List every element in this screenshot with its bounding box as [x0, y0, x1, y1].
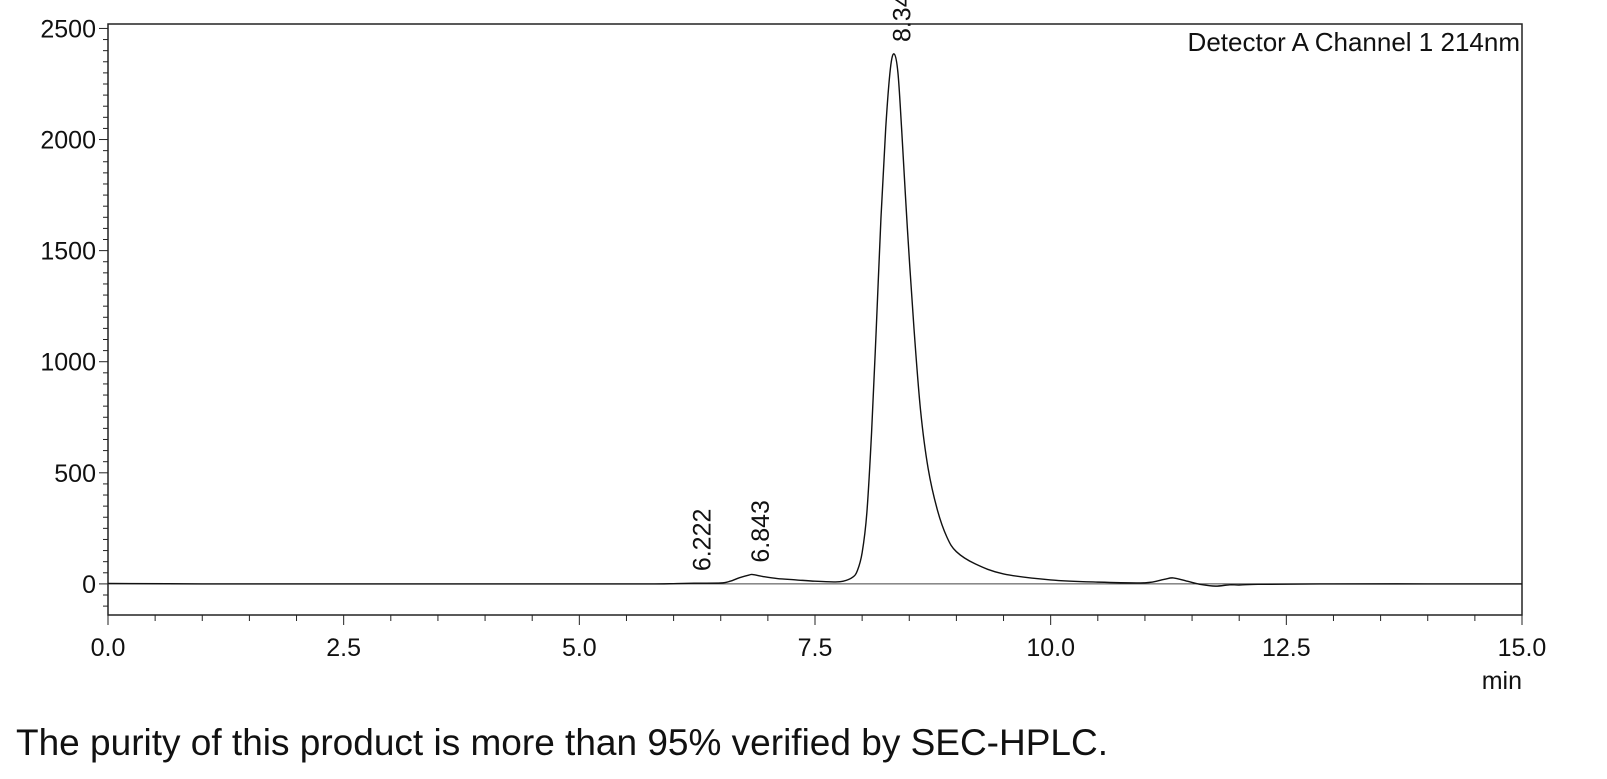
x-tick-label: 7.5: [798, 634, 833, 662]
purity-caption: The purity of this product is more than …: [16, 722, 1108, 763]
peak-label: 8.344: [889, 0, 917, 42]
x-tick-label: 12.5: [1262, 634, 1311, 662]
peak-label: 6.843: [747, 500, 775, 563]
x-tick-label: 2.5: [326, 634, 361, 662]
y-tick-label: 1000: [40, 349, 96, 377]
x-tick-label: 5.0: [562, 634, 597, 662]
legend-label: Detector A Channel 1 214nm: [1188, 27, 1520, 57]
x-tick-label: 15.0: [1498, 634, 1547, 662]
chromatogram-trace: [107, 53, 1522, 587]
y-tick-label: 2500: [40, 15, 96, 43]
plot-frame: [107, 23, 1523, 616]
x-axis-unit: min: [1482, 667, 1522, 695]
peak-label: 6.222: [689, 509, 717, 572]
peak-annotations: 6.222 6.843 8.344: [689, 0, 917, 571]
y-tick-label: 1500: [40, 238, 96, 266]
x-axis: 0.0 2.5 5.0 7.5 10.0 12.5 15.0: [91, 615, 1547, 662]
y-tick-label: 500: [54, 460, 96, 488]
chromatogram-chart: 0 500 1000 1500 2000 2500 0.0 2.5 5.0 7.5 10.0 12.…: [40, 0, 1547, 695]
y-axis: 0 500 1000 1500 2000 2500: [40, 15, 108, 607]
x-tick-label: 0.0: [91, 634, 126, 662]
x-tick-label: 10.0: [1026, 634, 1075, 662]
y-tick-label: 2000: [40, 127, 96, 155]
y-tick-label: 0: [82, 571, 96, 599]
